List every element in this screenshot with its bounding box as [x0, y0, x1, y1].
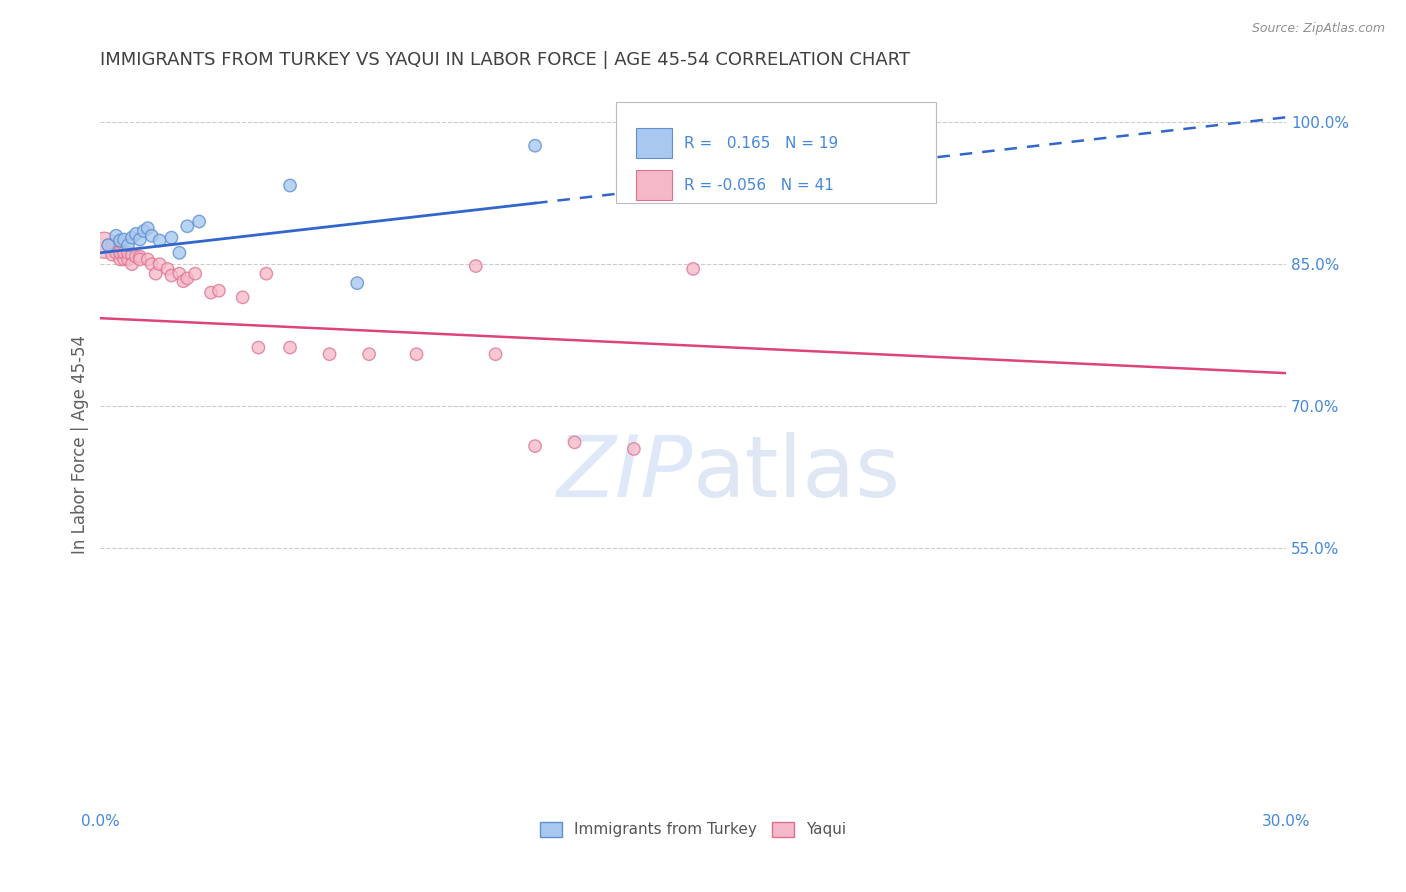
Point	[156, 261, 179, 276]
Point	[117, 245, 139, 260]
Bar	[637, 170, 672, 201]
Text: ZIP: ZIP	[557, 432, 693, 515]
Text: R =   0.165   N = 19: R = 0.165 N = 19	[683, 136, 838, 151]
Point	[160, 230, 183, 244]
Point	[484, 347, 506, 361]
Point	[136, 221, 159, 235]
Point	[93, 238, 115, 252]
Point	[524, 138, 547, 153]
Point	[112, 252, 135, 267]
Point	[128, 252, 150, 267]
Point	[149, 257, 172, 271]
Point	[169, 267, 191, 281]
Point	[176, 219, 198, 234]
Text: Source: ZipAtlas.com: Source: ZipAtlas.com	[1251, 22, 1385, 36]
Point	[278, 178, 301, 193]
Point	[145, 267, 167, 281]
Point	[464, 259, 486, 273]
Point	[105, 245, 128, 260]
Text: atlas: atlas	[693, 432, 901, 515]
Point	[108, 252, 131, 267]
Point	[121, 257, 143, 271]
Point	[160, 268, 183, 283]
Point	[128, 250, 150, 264]
Legend: Immigrants from Turkey, Yaqui: Immigrants from Turkey, Yaqui	[534, 816, 852, 844]
Text: IMMIGRANTS FROM TURKEY VS YAQUI IN LABOR FORCE | AGE 45-54 CORRELATION CHART: IMMIGRANTS FROM TURKEY VS YAQUI IN LABOR…	[100, 51, 911, 69]
Point	[405, 347, 427, 361]
Point	[117, 238, 139, 252]
Point	[108, 245, 131, 260]
Point	[188, 214, 211, 228]
Point	[247, 341, 270, 355]
Point	[108, 234, 131, 248]
Point	[128, 233, 150, 247]
Point	[176, 271, 198, 285]
Point	[682, 261, 704, 276]
Point	[564, 435, 586, 450]
Point	[117, 252, 139, 267]
Point	[318, 347, 340, 361]
Point	[200, 285, 222, 300]
Point	[623, 442, 645, 456]
Point	[359, 347, 381, 361]
Point	[105, 228, 128, 243]
Point	[97, 238, 120, 252]
Y-axis label: In Labor Force | Age 45-54: In Labor Force | Age 45-54	[72, 334, 89, 554]
Point	[101, 248, 124, 262]
Point	[254, 267, 277, 281]
Point	[125, 250, 148, 264]
Point	[141, 257, 163, 271]
Point	[141, 228, 163, 243]
Point	[112, 233, 135, 247]
Point	[125, 227, 148, 241]
Point	[232, 290, 254, 304]
Text: R = -0.056   N = 41: R = -0.056 N = 41	[683, 178, 834, 193]
Point	[112, 245, 135, 260]
Point	[346, 276, 368, 290]
Point	[136, 252, 159, 267]
Point	[132, 224, 155, 238]
FancyBboxPatch shape	[616, 102, 936, 203]
Point	[524, 439, 547, 453]
Point	[149, 234, 172, 248]
Point	[169, 245, 191, 260]
Point	[101, 238, 124, 252]
Bar	[637, 128, 672, 158]
Point	[121, 248, 143, 262]
Point	[97, 238, 120, 252]
Point	[121, 230, 143, 244]
Point	[184, 267, 207, 281]
Point	[172, 274, 194, 288]
Point	[208, 284, 231, 298]
Point	[278, 341, 301, 355]
